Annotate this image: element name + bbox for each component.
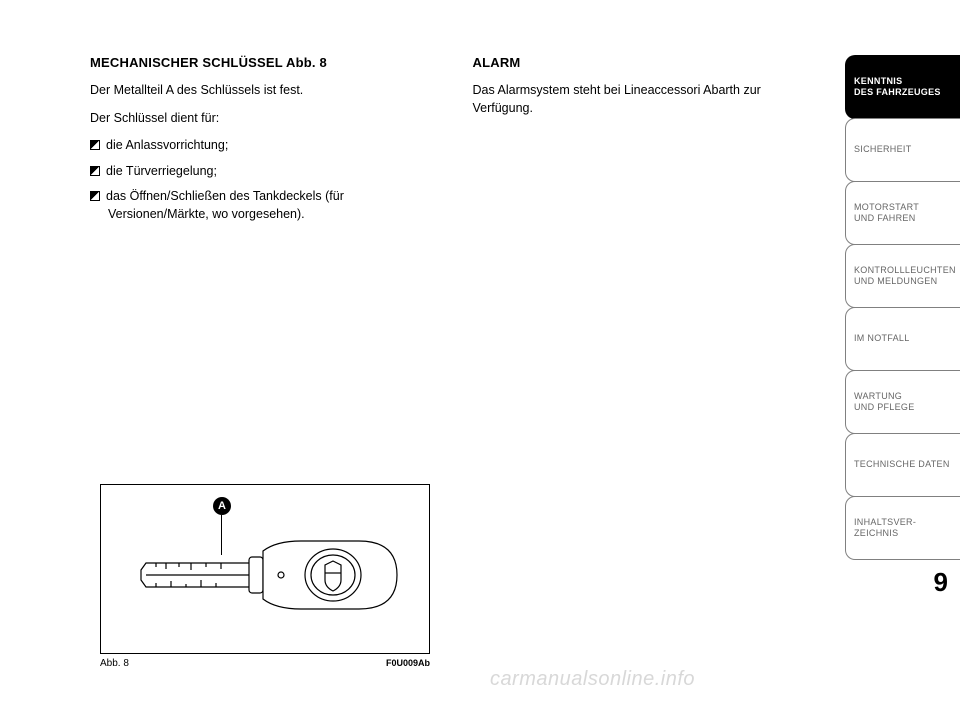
bullet-icon bbox=[90, 140, 100, 150]
bullet-item: die Anlassvorrichtung; bbox=[90, 137, 433, 155]
tab-kenntnis[interactable]: KENNTNIS DES FAHRZEUGES bbox=[845, 55, 960, 119]
body-text: Das Alarmsystem steht bei Lineaccessori … bbox=[473, 82, 816, 117]
section-title-key: MECHANISCHER SCHLÜSSEL Abb. 8 bbox=[90, 55, 433, 70]
label-leader-line bbox=[221, 515, 222, 555]
tab-label-line1: INHALTSVER- bbox=[854, 517, 952, 528]
figure-caption: Abb. 8 F0U009Ab bbox=[100, 658, 430, 669]
tab-label-line1: IM NOTFALL bbox=[854, 333, 952, 344]
bullet-icon bbox=[90, 166, 100, 176]
tab-notfall[interactable]: IM NOTFALL bbox=[845, 307, 960, 371]
manual-page: MECHANISCHER SCHLÜSSEL Abb. 8 Der Metall… bbox=[0, 0, 960, 709]
figure-number: Abb. 8 bbox=[100, 658, 129, 669]
body-text: Der Schlüssel dient für: bbox=[90, 110, 433, 128]
label-a-badge: A bbox=[213, 497, 231, 515]
tab-technische-daten[interactable]: TECHNISCHE DATEN bbox=[845, 433, 960, 497]
bullet-item: das Öffnen/Schließen des Tankdeckels (fü… bbox=[90, 188, 433, 223]
bullet-icon bbox=[90, 191, 100, 201]
tab-label-line1: MOTORSTART bbox=[854, 202, 952, 213]
bullet-item: die Türverriegelung; bbox=[90, 163, 433, 181]
key-illustration bbox=[101, 485, 431, 655]
bullet-text: das Öffnen/Schließen des Tankdeckels (fü… bbox=[106, 189, 344, 221]
content-area: MECHANISCHER SCHLÜSSEL Abb. 8 Der Metall… bbox=[0, 0, 845, 709]
tab-label-line1: KENNTNIS bbox=[854, 76, 952, 87]
figure-code: F0U009Ab bbox=[386, 658, 430, 669]
tab-motorstart[interactable]: MOTORSTART UND FAHREN bbox=[845, 181, 960, 245]
figure-8: A Abb. 8 F0U009Ab bbox=[100, 484, 430, 669]
body-text: Der Metallteil A des Schlüssels ist fest… bbox=[90, 82, 433, 100]
tab-inhaltsverzeichnis[interactable]: INHALTSVER- ZEICHNIS bbox=[845, 496, 960, 560]
section-title-alarm: ALARM bbox=[473, 55, 816, 70]
tab-label-line2: UND MELDUNGEN bbox=[854, 276, 952, 287]
bullet-text: die Anlassvorrichtung; bbox=[106, 138, 228, 152]
tab-sicherheit[interactable]: SICHERHEIT bbox=[845, 118, 960, 182]
figure-box: A bbox=[100, 484, 430, 654]
tab-label-line2: UND FAHREN bbox=[854, 213, 952, 224]
tab-label-line2: DES FAHRZEUGES bbox=[854, 87, 952, 98]
bullet-text: die Türverriegelung; bbox=[106, 164, 217, 178]
tab-kontrollleuchten[interactable]: KONTROLLLEUCHTEN UND MELDUNGEN bbox=[845, 244, 960, 308]
tab-wartung[interactable]: WARTUNG UND PFLEGE bbox=[845, 370, 960, 434]
tab-label-line1: SICHERHEIT bbox=[854, 144, 952, 155]
tab-label-line1: WARTUNG bbox=[854, 391, 952, 402]
tab-label-line2: UND PFLEGE bbox=[854, 402, 952, 413]
tab-label-line1: TECHNISCHE DATEN bbox=[854, 459, 952, 470]
right-column: ALARM Das Alarmsystem steht bei Lineacce… bbox=[473, 55, 816, 689]
page-number: 9 bbox=[845, 567, 960, 598]
tab-label-line2: ZEICHNIS bbox=[854, 528, 952, 539]
tab-label-line1: KONTROLLLEUCHTEN bbox=[854, 265, 952, 276]
chapter-tabs: KENNTNIS DES FAHRZEUGES SICHERHEIT MOTOR… bbox=[845, 0, 960, 709]
